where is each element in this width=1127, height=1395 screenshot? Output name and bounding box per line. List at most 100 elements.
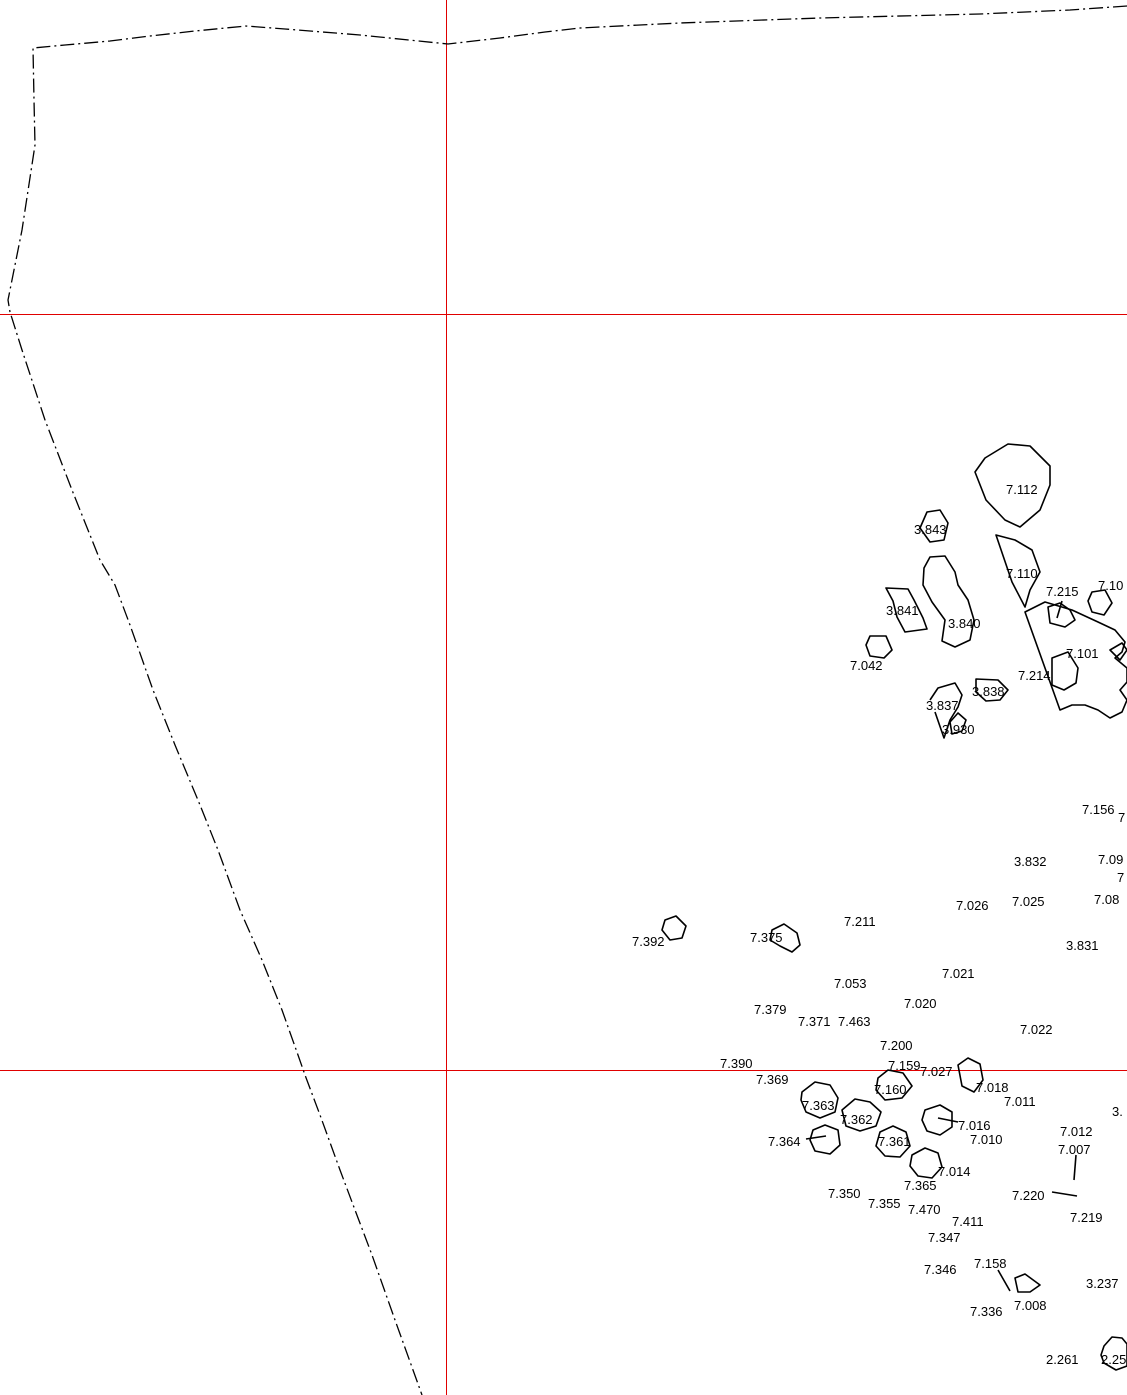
feature-outline [865,635,893,659]
point-label: 7.160 [874,1082,907,1097]
feature-outline [1109,642,1127,661]
point-label: 7.112 [1006,482,1038,497]
point-label: 7.390 [720,1056,753,1071]
point-label: 7.010 [970,1132,1003,1147]
feature-outline [974,443,1051,528]
point-label: 7.379 [754,1002,787,1017]
feature-outline [949,712,967,735]
point-label: 7.101 [1066,646,1099,661]
feature-outline [1047,602,1076,628]
point-label: 7.021 [942,966,975,981]
point-label: 7.470 [908,1202,941,1217]
feature-outline [1100,1336,1127,1371]
point-label: 3.930 [942,722,975,737]
point-label: 7.336 [970,1304,1003,1319]
feature-outline [922,555,975,648]
feature-outline [875,1069,913,1101]
feature-outline [661,915,687,941]
point-label: 7.411 [952,1214,984,1229]
point-label: 7.025 [1012,894,1045,909]
feature-outline [1024,601,1127,719]
point-label: 7.392 [632,934,665,949]
point-label: 7.220 [1012,1188,1045,1203]
point-label: 7.007 [1058,1142,1091,1157]
feature-outline [875,1125,911,1158]
point-label: 7.158 [974,1256,1007,1271]
point-label: 7.018 [976,1080,1009,1095]
feature-outline [805,1135,827,1140]
point-label: 7.10 [1098,578,1123,593]
point-label: 7.361 [878,1134,911,1149]
feature-outline [841,1098,882,1132]
point-label: 7.364 [768,1134,801,1149]
feature-outline [1051,651,1079,691]
point-label: 3.840 [948,616,981,631]
feature-outline [995,534,1041,608]
feature-outline [937,1117,959,1123]
point-label: 7.463 [838,1014,871,1029]
point-label: 3. [1112,1104,1123,1119]
point-label: 7.08 [1094,892,1119,907]
feature-outline [975,678,1009,702]
point-label: 3.837 [926,698,959,713]
point-label: 7.09 [1098,852,1123,867]
point-label: 3.832 [1014,854,1047,869]
feature-outline [921,1104,953,1136]
feature-outline [1087,589,1113,616]
feature-outline [885,587,928,633]
point-label: 3.237 [1086,1276,1119,1291]
point-label: 7.008 [1014,1298,1047,1313]
feature-outline [929,682,963,739]
feature-outline [919,509,949,543]
feature-outline [809,1124,841,1155]
point-label: 7.020 [904,996,937,1011]
point-label: 3.838 [972,684,1005,699]
point-labels: 7.112 3.843 7.110 7.215 7.10 3.841 3.840… [632,482,1126,1367]
point-label: 7.355 [868,1196,901,1211]
point-label: 7.215 [1046,584,1079,599]
feature-outlines [661,443,1127,1371]
point-label: 7.156 [1082,802,1115,817]
point-label: 7.200 [880,1038,913,1053]
feature-outline [997,1269,1011,1292]
point-label: 7.350 [828,1186,861,1201]
point-label: 7.346 [924,1262,957,1277]
point-label: 7.011 [1004,1094,1036,1109]
point-label: 7.211 [844,914,876,929]
point-label: 3.841 [886,603,919,618]
point-label: 7.110 [1006,566,1038,581]
feature-outline [909,1147,943,1179]
feature-outline [769,923,801,953]
point-label: 7.027 [920,1064,953,1079]
point-label: 2.25 [1101,1352,1126,1367]
feature-outline [800,1081,839,1119]
point-label: 7.042 [850,658,883,673]
site-boundary-line [7,5,1127,1395]
point-label: 7.371 [798,1014,831,1029]
point-label: 7.012 [1060,1124,1093,1139]
point-label: 7.022 [1020,1022,1053,1037]
point-label: 7.159 [888,1058,921,1073]
point-label: 7.214 [1018,668,1051,683]
point-label: 7.014 [938,1164,971,1179]
feature-outline [1073,1154,1077,1181]
point-label: 7.362 [840,1112,873,1127]
point-label: 2.261 [1046,1352,1079,1367]
point-label: 7.026 [956,898,989,913]
point-label: 7.016 [958,1118,991,1133]
point-label: 7.369 [756,1072,789,1087]
feature-outline [957,1057,984,1093]
point-label: 7.365 [904,1178,937,1193]
point-label: 7 [1117,870,1124,885]
point-label: 7 [1118,810,1125,825]
point-label: 3.831 [1066,938,1099,953]
point-label: 3.843 [914,522,947,537]
point-label: 7.347 [928,1230,961,1245]
point-label: 7.375 [750,930,783,945]
point-label: 7.053 [834,976,867,991]
feature-outline [1056,600,1063,619]
feature-outline [1051,1191,1078,1197]
point-label: 7.363 [802,1098,835,1113]
